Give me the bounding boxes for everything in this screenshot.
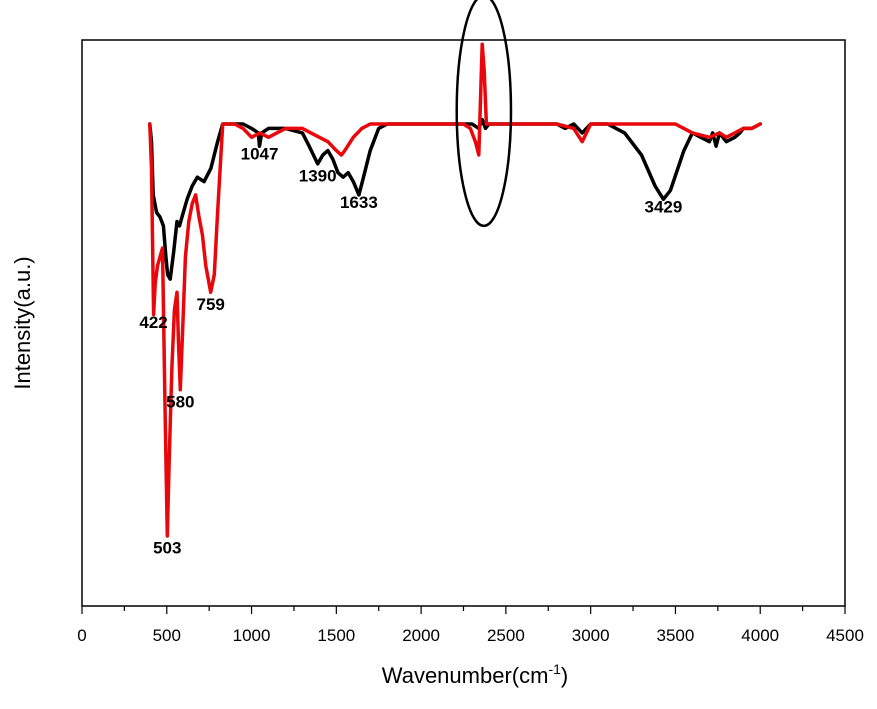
peak-label: 580 [166, 393, 194, 412]
peak-label: 759 [197, 295, 225, 314]
x-axis-ticks: 0 500 1000 1500 2000 2500 3000 3500 4000 4500 [77, 606, 864, 645]
x-axis-title-close: ) [561, 663, 568, 688]
x-tick-label: 0 [77, 626, 86, 645]
series-line-0 [148, 117, 762, 281]
x-axis-title-main: Wavenumber(cm [382, 663, 549, 688]
peak-label: 1390 [299, 167, 337, 186]
x-axis-title: Wavenumber(cm-1) [382, 661, 568, 688]
x-tick-label: 4500 [826, 626, 864, 645]
x-tick-label: 500 [153, 626, 181, 645]
y-axis-title: Intensity(a.u.) [10, 256, 35, 389]
x-tick-label: 3500 [657, 626, 695, 645]
peak-label: 1633 [340, 193, 378, 212]
x-tick-label: 1000 [233, 626, 271, 645]
x-tick-label: 1500 [317, 626, 355, 645]
peak-label: 1047 [241, 144, 279, 163]
highlight-ellipse [455, 0, 513, 228]
peak-label: 422 [139, 313, 167, 332]
x-axis-title-sup: -1 [548, 661, 561, 677]
series-line-1 [148, 42, 762, 538]
series-layer [148, 42, 762, 538]
x-tick-label: 2500 [487, 626, 525, 645]
x-tick-label: 2000 [402, 626, 440, 645]
peak-label: 503 [153, 539, 181, 558]
peak-label: 3429 [644, 198, 682, 217]
x-tick-label: 3000 [572, 626, 610, 645]
x-tick-label: 4000 [741, 626, 779, 645]
